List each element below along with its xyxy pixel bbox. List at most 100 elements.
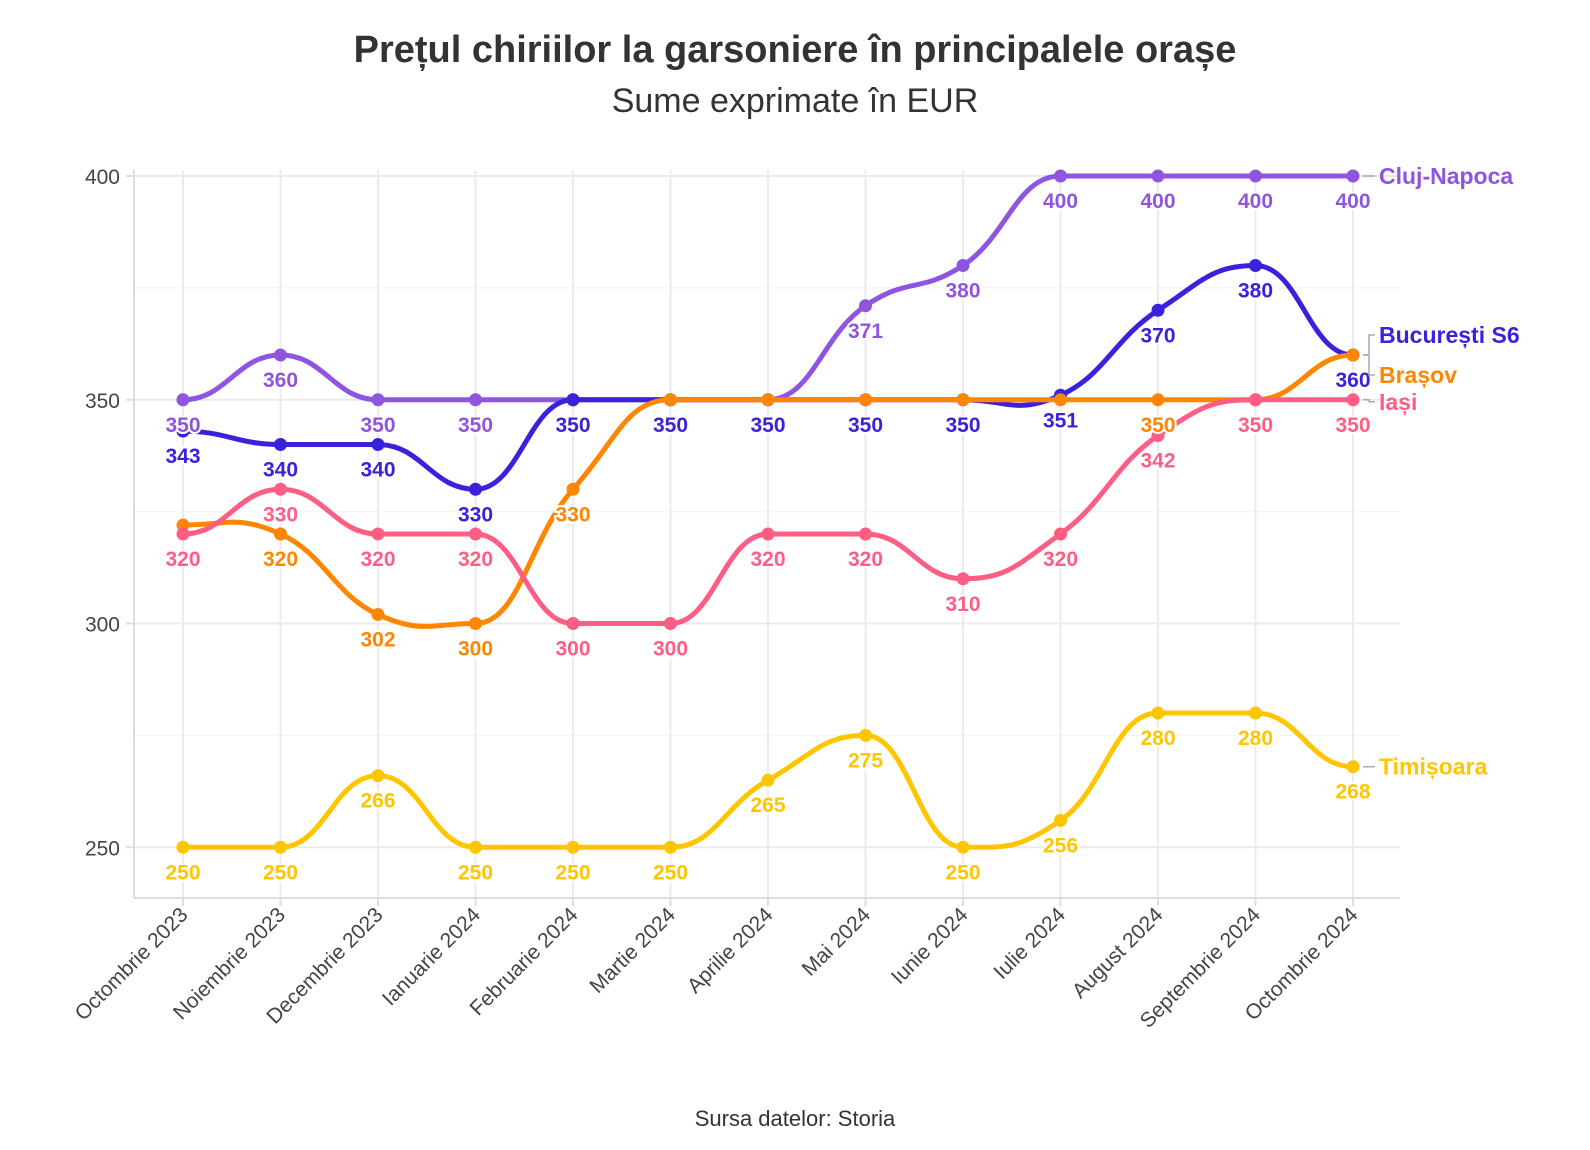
data-label-iasi: 300 xyxy=(555,638,590,661)
data-point-brasov xyxy=(371,608,385,622)
data-label-timisoara: 275 xyxy=(848,749,883,772)
data-point-bucuresti-s6 xyxy=(1151,303,1165,317)
x-tick-label: Iulie 2024 xyxy=(989,903,1070,984)
data-label-brasov: 320 xyxy=(263,548,298,571)
x-tick-label: Iunie 2024 xyxy=(887,903,973,989)
data-label-iasi: 330 xyxy=(263,503,298,526)
series-label-timisoara: Timișoara xyxy=(1379,754,1487,781)
series-lines xyxy=(176,169,1360,854)
data-point-brasov xyxy=(859,393,872,407)
data-label-bucuresti-s6: 370 xyxy=(1140,324,1175,347)
data-label-bucuresti-s6: 350 xyxy=(555,414,590,437)
data-label-iasi: 342 xyxy=(1140,450,1175,473)
data-point-cluj-napoca xyxy=(469,393,482,407)
x-tick-label: Aprilie 2024 xyxy=(683,903,778,998)
data-label-cluj-napoca: 400 xyxy=(1238,190,1273,213)
data-label-iasi: 320 xyxy=(1043,548,1078,571)
data-point-cluj-napoca xyxy=(1346,169,1360,183)
leader-line xyxy=(1363,399,1375,403)
data-label-timisoara: 250 xyxy=(458,861,493,884)
data-point-bucuresti-s6 xyxy=(566,393,580,407)
data-point-timisoara xyxy=(176,840,190,854)
data-point-iasi xyxy=(859,527,872,541)
series-name-iasi: Iași xyxy=(1363,389,1417,416)
data-label-timisoara: 250 xyxy=(653,861,688,884)
series-label-cluj-napoca: Cluj-Napoca xyxy=(1379,163,1513,189)
data-label-iasi: 350 xyxy=(1238,414,1273,437)
series-name-timisoara: Timișoara xyxy=(1363,754,1487,781)
data-label-timisoara: 250 xyxy=(945,861,980,884)
data-label-brasov: 302 xyxy=(360,629,395,652)
data-label-iasi: 310 xyxy=(945,593,980,616)
data-label-cluj-napoca: 350 xyxy=(360,414,395,437)
chart-title: Prețul chiriilor la garsoniere în princi… xyxy=(354,29,1237,71)
leader-line xyxy=(1363,334,1375,356)
data-label-iasi: 300 xyxy=(653,638,688,661)
data-label-cluj-napoca: 400 xyxy=(1335,190,1370,213)
data-point-timisoara xyxy=(664,840,677,854)
data-label-brasov: 330 xyxy=(555,503,590,526)
data-point-cluj-napoca xyxy=(1054,169,1067,183)
data-point-iasi xyxy=(1151,429,1165,443)
data-point-iasi xyxy=(371,527,385,541)
data-point-timisoara xyxy=(1346,760,1360,774)
data-point-bucuresti-s6 xyxy=(371,438,385,451)
x-tick-label: Mai 2024 xyxy=(798,903,876,981)
series-label-iasi: Iași xyxy=(1379,389,1417,416)
data-point-iasi xyxy=(1054,527,1067,541)
data-label-iasi: 320 xyxy=(848,548,883,571)
series-name-brasov: Brașov xyxy=(1363,354,1457,389)
data-point-timisoara xyxy=(1151,706,1165,720)
data-label-bucuresti-s6: 350 xyxy=(653,414,688,437)
series-iasi xyxy=(176,393,1360,630)
data-point-iasi xyxy=(664,617,677,630)
data-label-iasi: 320 xyxy=(458,548,493,571)
data-point-iasi xyxy=(176,527,190,541)
data-label-timisoara: 280 xyxy=(1238,727,1273,750)
data-point-brasov xyxy=(566,482,580,496)
data-label-cluj-napoca: 400 xyxy=(1140,190,1175,213)
series-name-cluj-napoca: Cluj-Napoca xyxy=(1363,163,1513,189)
data-point-timisoara xyxy=(859,728,872,742)
data-point-timisoara xyxy=(274,840,287,854)
data-point-timisoara xyxy=(469,840,482,854)
data-label-cluj-napoca: 371 xyxy=(848,320,883,343)
data-point-brasov xyxy=(469,617,482,630)
data-point-brasov xyxy=(1151,393,1165,407)
data-label-cluj-napoca: 350 xyxy=(165,414,200,437)
data-label-brasov: 350 xyxy=(1140,414,1175,437)
data-point-brasov xyxy=(1054,393,1067,407)
x-tick-label: Martie 2024 xyxy=(585,903,680,998)
chart-caption: Sursa datelor: Storia xyxy=(695,1106,896,1131)
x-tick-label: August 2024 xyxy=(1068,903,1168,1003)
leader-line xyxy=(1363,354,1375,376)
data-point-cluj-napoca xyxy=(371,393,385,407)
data-label-cluj-napoca: 400 xyxy=(1043,190,1078,213)
data-point-brasov xyxy=(176,518,190,532)
chart-subtitle: Sume exprimate în EUR xyxy=(612,82,979,120)
data-point-timisoara xyxy=(371,769,385,783)
data-point-timisoara xyxy=(956,840,970,854)
data-label-timisoara: 250 xyxy=(165,861,200,884)
x-tick-label: Ianuarie 2024 xyxy=(378,903,485,1010)
data-point-cluj-napoca xyxy=(274,348,287,362)
data-point-cluj-napoca xyxy=(176,393,190,407)
data-point-bucuresti-s6 xyxy=(469,482,482,496)
data-point-cluj-napoca xyxy=(1151,169,1165,183)
series-label-brasov: Brașov xyxy=(1379,362,1457,389)
series-label-bucuresti-s6: București S6 xyxy=(1379,322,1520,349)
data-point-iasi xyxy=(274,482,287,496)
series-timisoara xyxy=(176,706,1360,854)
data-label-bucuresti-s6: 340 xyxy=(263,459,298,482)
data-label-bucuresti-s6: 343 xyxy=(165,445,200,468)
data-label-timisoara: 265 xyxy=(750,794,785,817)
data-label-bucuresti-s6: 351 xyxy=(1043,409,1078,432)
data-label-timisoara: 250 xyxy=(555,861,590,884)
data-point-iasi xyxy=(956,572,970,586)
y-tick-label: 300 xyxy=(85,614,120,637)
data-point-iasi xyxy=(1249,393,1262,407)
data-point-brasov xyxy=(664,393,677,407)
